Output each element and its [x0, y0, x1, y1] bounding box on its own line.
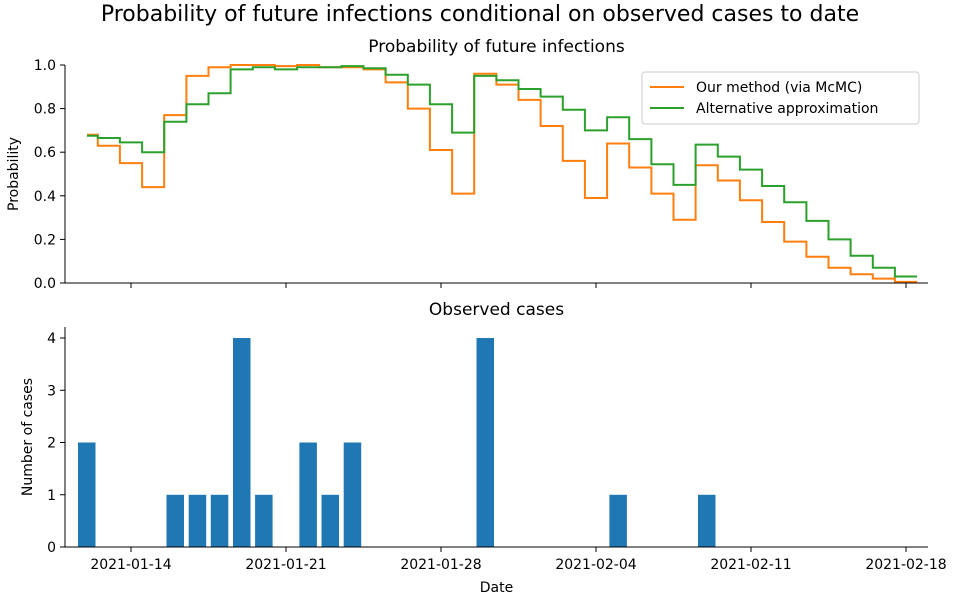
bar	[166, 494, 184, 548]
bar	[299, 442, 317, 547]
bar	[233, 338, 251, 547]
legend-box	[641, 71, 920, 125]
y-tick-label: 3	[47, 383, 56, 399]
bar	[210, 494, 229, 548]
figure-title: Probability of future infections conditi…	[100, 2, 860, 27]
y-axis-label: Number of cases	[20, 378, 36, 496]
y-tick-label: 0.8	[34, 102, 56, 118]
y-axis-label: Probability	[6, 137, 22, 211]
y-tick-label: 2	[47, 436, 56, 452]
legend-label: Alternative approximation	[696, 101, 878, 117]
x-tick-label: 2021-01-21	[245, 557, 326, 573]
y-tick-label: 0.4	[34, 189, 56, 205]
series-line-alternative	[87, 65, 918, 278]
bar	[698, 494, 716, 548]
x-tick-label: 2021-01-28	[400, 557, 481, 573]
bar	[476, 338, 494, 547]
y-tick-label: 1.0	[34, 58, 56, 74]
y-tick-label: 0.6	[34, 145, 56, 161]
bar	[609, 494, 627, 548]
x-tick-label: 2021-02-11	[710, 557, 791, 573]
x-tick-label: 2021-02-04	[555, 557, 636, 573]
bar	[255, 494, 273, 548]
bottom-chart-title: Observed cases	[428, 300, 565, 320]
x-tick-label: 2021-02-18	[865, 557, 946, 573]
bar	[188, 494, 207, 548]
legend: Our method (via McMC) Alternative approxi…	[641, 71, 920, 125]
x-axis-label: Date	[480, 580, 513, 596]
bar	[78, 442, 96, 547]
x-tick-label: 2021-01-14	[90, 557, 171, 573]
bar	[343, 442, 362, 547]
y-tick-label: 1	[47, 488, 56, 504]
y-tick-label: 4	[47, 331, 56, 347]
legend-label: Our method (via McMC)	[696, 80, 862, 96]
series-line-ours	[87, 64, 918, 283]
bar	[321, 494, 339, 548]
cases-chart: 0 1 2 3 4 2021-01-14 2021-01-21 2021-01-28 2021-…	[20, 327, 947, 596]
probability-chart: 0.0 0.2 0.4 0.6 0.8 1.0 Probability Our method …	[6, 58, 928, 292]
y-tick-label: 0.0	[34, 276, 56, 292]
top-chart-title: Probability of future infections	[368, 37, 625, 57]
y-tick-label: 0	[47, 540, 56, 556]
y-tick-label: 0.2	[34, 232, 56, 248]
